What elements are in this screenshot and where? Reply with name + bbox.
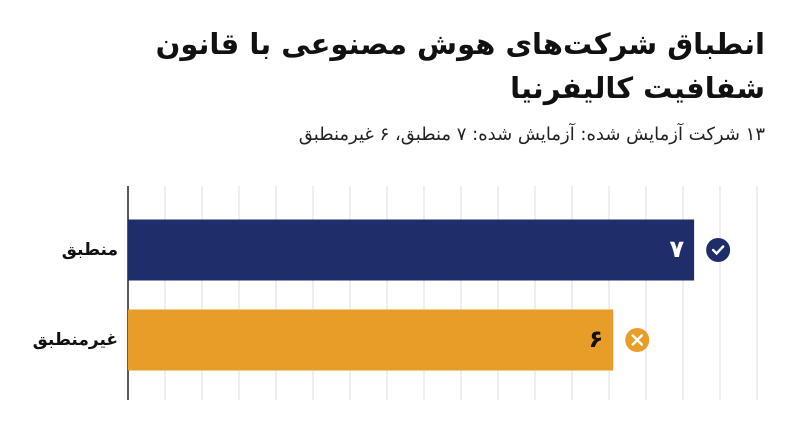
status-icon (706, 238, 731, 262)
value-label: ۶ (589, 325, 604, 353)
chart-subtitle: ۱۳ شرکت آزمایش شده: آزمایش شده: ۷ منطبق،… (298, 124, 765, 145)
bar (128, 309, 614, 371)
bar (128, 219, 695, 281)
check-icon (711, 245, 725, 256)
chart-title: انطباق شرکت‌های هوش مصنوعی با قانون شفاف… (155, 27, 765, 105)
cross-icon (631, 334, 643, 346)
value-label: ۷ (669, 235, 684, 263)
category-label: غیرمنطبق (33, 330, 118, 350)
category-label: منطبق (62, 240, 118, 260)
